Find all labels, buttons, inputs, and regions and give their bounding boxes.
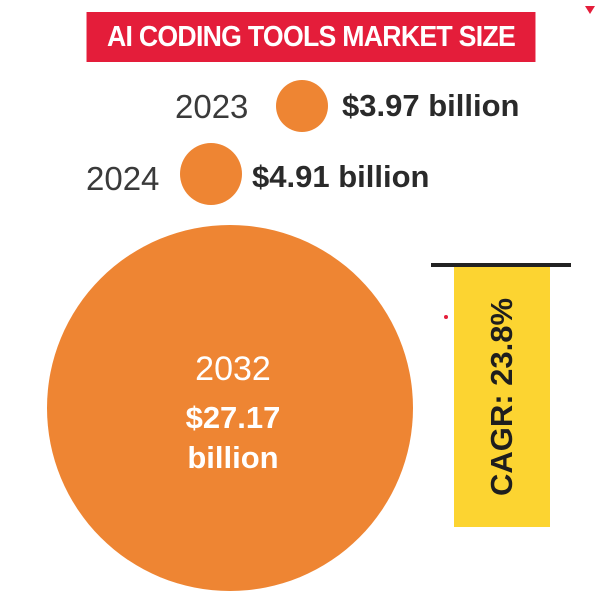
year-label-2023: 2023 [175,88,249,125]
cagr-label: CAGR: 23.8% [484,297,519,497]
marker-dot [444,315,448,319]
bubble-2023 [276,80,328,132]
bubble-2024 [180,143,242,205]
cagr-top-rule [431,263,571,267]
year-label-2024: 2024 [86,160,160,197]
chart-title: AI CODING TOOLS MARKET SIZE [86,12,536,62]
value-label-2032-line2: billion [187,440,279,475]
corner-mark [585,6,595,14]
value-label-2023: $3.97 billion [342,88,520,123]
value-label-2024: $4.91 billion [252,159,430,194]
year-label-2032: 2032 [195,350,271,388]
value-label-2032-line1: $27.17 [185,400,281,435]
bubble-2032 [47,225,413,591]
value-label-2032: $27.17 billion [118,398,348,478]
cagr-box [454,267,550,527]
